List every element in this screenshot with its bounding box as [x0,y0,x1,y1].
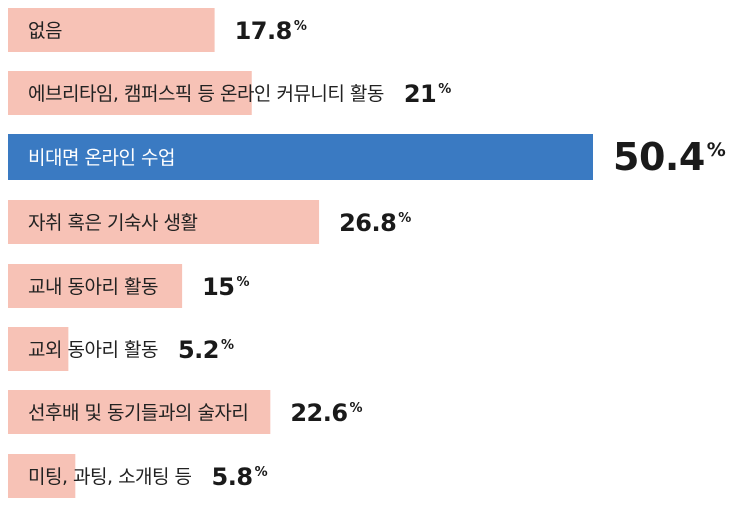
bar [8,200,320,244]
category-label: 교외 동아리 활동 [28,339,158,361]
bar [8,264,183,308]
data-label: 5.8% [212,463,268,491]
data-label: 22.6% [290,399,362,427]
category-label: 에브리타임, 캠퍼스픽 등 온라인 커뮤니티 활동 [28,83,384,105]
category-label: 미팅, 과팅, 소개팅 등 [28,466,192,488]
bar-row: 교내 동아리 활동 15% [8,264,250,308]
bar-row: 미팅, 과팅, 소개팅 등 5.8% [8,454,268,498]
category-label: 교내 동아리 활동 [28,276,158,298]
bar [8,134,593,180]
bar-row: 교외 동아리 활동 5.2% [8,327,234,371]
bar [8,8,215,52]
bar [8,327,69,371]
data-label: 15% [202,273,249,301]
data-label: 21% [404,80,451,108]
category-label: 없음 [28,20,62,42]
data-label: 17.8% [235,17,307,45]
bar-row: 에브리타임, 캠퍼스픽 등 온라인 커뮤니티 활동 21% [8,71,451,115]
data-label: 50.4% [613,135,726,179]
category-label: 선후배 및 동기들과의 술자리 [28,402,248,424]
data-label: 26.8% [339,209,411,237]
bar [8,454,76,498]
bar [8,390,271,434]
bar-row: 없음 17.8% [8,8,307,52]
data-label: 5.2% [178,336,234,364]
bar [8,71,252,115]
category-label: 자취 혹은 기숙사 생활 [28,212,197,234]
category-label: 비대면 온라인 수업 [28,147,175,169]
bar-row: 비대면 온라인 수업 50.4% [8,134,726,180]
bar-row: 자취 혹은 기숙사 생활 26.8% [8,200,411,244]
bar-row: 선후배 및 동기들과의 술자리 22.6% [8,390,363,434]
